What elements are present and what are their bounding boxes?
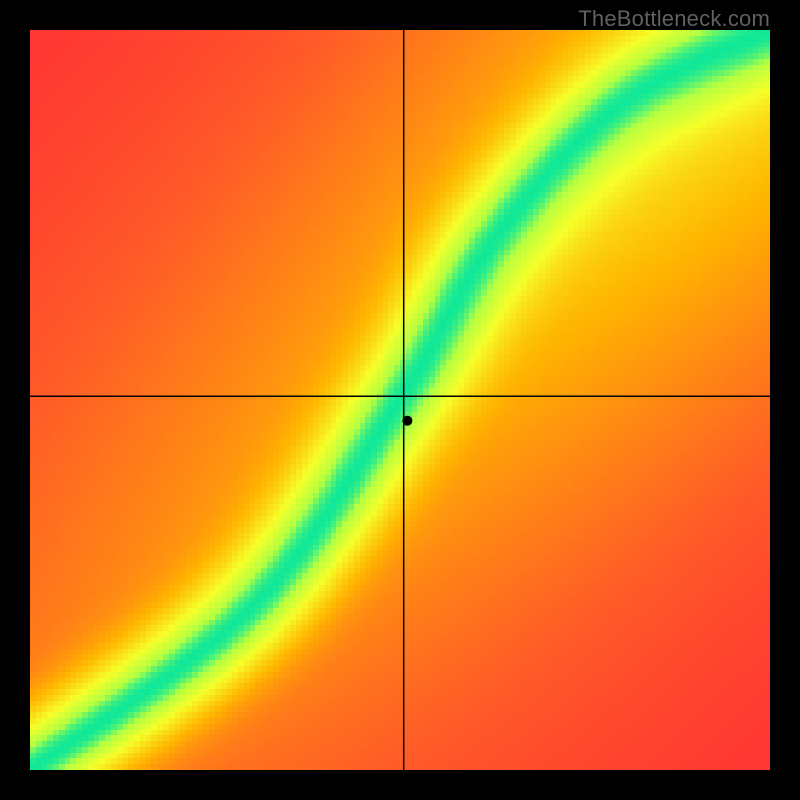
plot-area — [30, 30, 770, 770]
chart-frame: TheBottleneck.com — [0, 0, 800, 800]
watermark-text: TheBottleneck.com — [578, 6, 770, 32]
heatmap-canvas — [30, 30, 770, 770]
